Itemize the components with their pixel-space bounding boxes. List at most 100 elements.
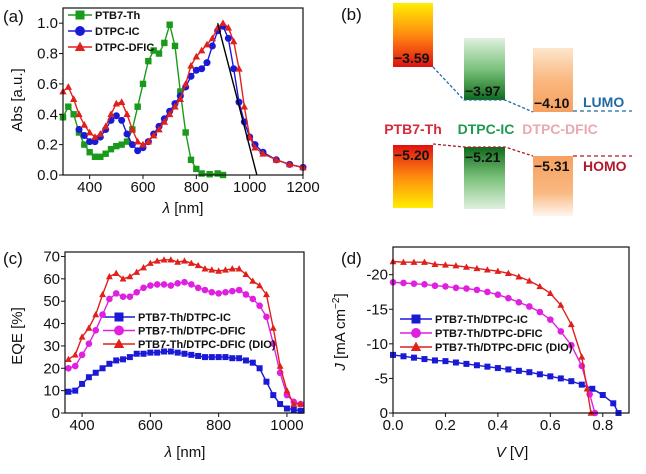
x-tick-label: 600: [130, 179, 155, 196]
data-point: [65, 364, 72, 372]
data-point: [536, 282, 544, 290]
data-point: [283, 405, 290, 412]
homo-connector-line: [432, 143, 534, 157]
dtpc-ic-name: DTPC-IC: [458, 121, 515, 137]
data-point: [208, 266, 216, 273]
data-point: [192, 52, 201, 60]
y-tick-label: 40: [43, 316, 60, 333]
series-ptb7-th-dtpc-ic: [390, 351, 622, 416]
chart-d: PTB7-Th/DTPC-IC PTB7-Th/DTPC-DFIC PTB7-Th/…: [366, 246, 630, 434]
dtpc-ic-lumo-bar: [464, 38, 505, 100]
data-point: [144, 137, 153, 145]
data-point: [504, 269, 512, 276]
plot-frame: [62, 7, 304, 176]
data-point: [106, 295, 113, 303]
data-point: [208, 42, 216, 50]
dtpc-dfic-lumo-bar: [533, 48, 573, 112]
data-point: [113, 142, 120, 150]
data-point: [113, 357, 120, 364]
data-point: [133, 137, 142, 145]
data-point: [96, 130, 105, 137]
x-tick-label: 400: [77, 179, 102, 196]
y-tick-label: 0: [380, 405, 388, 422]
data-point: [557, 328, 565, 335]
data-point: [421, 281, 428, 288]
y-tick-label: 10: [43, 383, 60, 400]
data-point: [259, 149, 267, 157]
data-point: [92, 369, 99, 376]
data-point: [201, 265, 209, 272]
dtpc-dfic-homo-bar: [533, 156, 573, 216]
y-tick-label: 0.8: [37, 46, 58, 63]
data-point: [297, 407, 304, 414]
data-point: [229, 355, 236, 362]
data-point: [171, 102, 179, 110]
data-point: [251, 143, 259, 151]
series-dtpc-dfic: [59, 19, 307, 171]
legend-label: PTB7-Th/DTPC-DFIC (DIO): [138, 339, 276, 351]
data-point: [431, 260, 439, 267]
data-point: [174, 258, 182, 265]
legend-label: DTPC-IC: [95, 26, 140, 38]
data-point: [473, 286, 481, 294]
x-tick-label: 800: [184, 179, 209, 196]
data-point: [201, 354, 208, 361]
data-point: [64, 355, 72, 363]
data-point: [599, 392, 606, 399]
data-point: [515, 367, 522, 374]
y-tick-label: 0.0: [37, 167, 58, 184]
data-point: [208, 288, 216, 296]
ptb7-th-homo-bar: [393, 145, 433, 208]
data-point: [85, 128, 94, 136]
data-point: [80, 121, 89, 128]
data-point: [578, 381, 585, 388]
legend-label: PTB7-Th/DTPC-DFIC: [435, 328, 543, 340]
data-point: [421, 356, 428, 363]
data-point: [567, 320, 575, 328]
y-tick-label: -10: [366, 336, 388, 353]
homo-label: HOMO: [583, 158, 627, 174]
series-ptb7-th-dtpc-dfic-dio-: [389, 257, 595, 416]
data-point: [194, 284, 202, 292]
data-point: [181, 278, 188, 286]
data-point: [228, 265, 236, 272]
xlabel-a-symbol: λ: [162, 200, 170, 217]
ylabel-d-unit: [mA cm: [332, 309, 349, 359]
chart-c: PTB7-Th/DTPC-IC PTB7-Th/DTPC-DFICPTB7-Th/…: [43, 248, 305, 434]
data-point: [174, 280, 181, 287]
data-point: [123, 138, 131, 145]
data-point: [206, 171, 213, 178]
data-point: [473, 264, 481, 272]
data-point: [70, 111, 77, 118]
data-point: [442, 283, 449, 290]
y-tick-label: 0.2: [37, 137, 58, 154]
data-point: [526, 303, 533, 310]
data-point: [85, 324, 93, 331]
xlabel-a: λ [nm]: [162, 200, 204, 217]
data-point: [64, 83, 73, 90]
data-point: [214, 170, 221, 177]
y-tick-label: -5: [375, 370, 388, 387]
data-point: [146, 259, 154, 266]
data-point: [106, 360, 113, 367]
data-point: [160, 118, 169, 125]
data-point: [112, 290, 120, 297]
data-point: [139, 140, 147, 148]
legend-marker: [114, 312, 124, 322]
data-point: [400, 353, 407, 360]
data-point: [99, 365, 106, 372]
data-point: [181, 80, 190, 87]
data-point: [187, 259, 195, 266]
data-point: [270, 392, 277, 399]
data-point: [71, 351, 79, 358]
dtpc-dfic-homo-value: −5.31: [534, 158, 570, 174]
data-point: [160, 256, 168, 263]
data-point: [462, 263, 470, 270]
data-point: [283, 387, 291, 394]
data-point: [154, 349, 161, 356]
data-point: [546, 289, 554, 297]
data-point: [91, 133, 99, 140]
ylabel-d: J [mA cm−2]: [331, 293, 349, 371]
x-tick-label: 0.4: [487, 417, 508, 434]
data-point: [147, 282, 154, 289]
